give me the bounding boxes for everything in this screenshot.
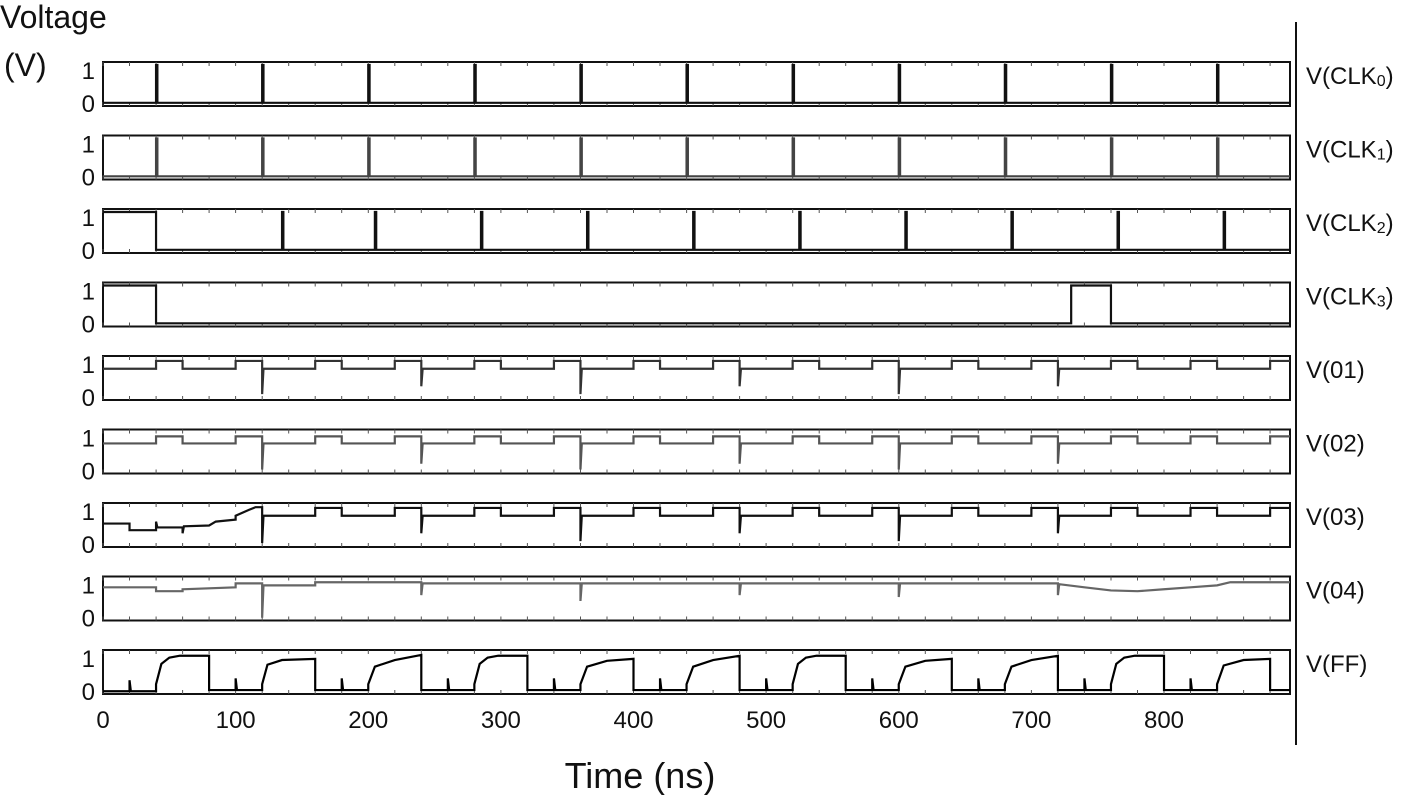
x-axis: 0 100 200 300 400 500 600 700 800 [96, 707, 1184, 734]
x-tick-label: 800 [1144, 707, 1184, 734]
panel-frame [102, 61, 1291, 107]
y-axis-label: Voltage (V) [0, 0, 107, 83]
panel-frame [102, 575, 1291, 622]
y-tick-label: 1 [82, 58, 95, 85]
x-tick-label: 500 [746, 707, 786, 734]
y-tick-label: 1 [82, 205, 95, 232]
x-axis-label: Time (ns) [565, 755, 716, 795]
x-tick-label: 700 [1011, 707, 1051, 734]
x-tick-label: 600 [879, 707, 919, 734]
x-tick-label: 400 [613, 707, 653, 734]
x-tick-label: 300 [481, 707, 521, 734]
signal-panel: 0 1 V(03) [82, 499, 1365, 559]
series-label: V(CLK2) [1306, 210, 1394, 237]
y-tick-label: 1 [82, 352, 95, 379]
y-tick-label: 0 [82, 532, 95, 559]
panel-minor-ticks [102, 429, 1271, 474]
panel-minor-ticks [102, 356, 1271, 400]
y-tick-label: 1 [82, 646, 95, 673]
panel-frame [102, 208, 1291, 254]
panel-frame [102, 281, 1291, 328]
y-tick-label: 0 [82, 606, 95, 633]
y-tick-label: 1 [82, 426, 95, 453]
series-line [103, 653, 1290, 693]
y-tick-label: 0 [82, 312, 95, 339]
series-label: V(CLK3) [1306, 284, 1394, 311]
series-line [103, 359, 1290, 395]
y-tick-label: 0 [82, 238, 95, 265]
signal-panel: 0 1 V(04) [82, 573, 1365, 633]
y-tick-label: 1 [82, 499, 95, 526]
signal-panel: 0 1 V(CLK2) [82, 205, 1394, 265]
y-tick-label: 0 [82, 165, 95, 192]
series-label: V(02) [1306, 431, 1365, 458]
signal-panel: 0 1 V(01) [82, 352, 1365, 412]
series-label: V(CLK0) [1306, 63, 1394, 90]
signal-panel: 0 1 V(02) [82, 426, 1365, 486]
signal-panels: 0 1 V(CLK0) 0 1 V(CLK1) 0 1 V(CLK2) 0 1 V(CLK3) 0 1 V(… [82, 58, 1394, 706]
y-axis-label-line-2: (V) [4, 47, 47, 83]
panel-frame [102, 428, 1291, 475]
series-line [103, 435, 1290, 470]
signal-panel: 0 1 V(FF) [82, 646, 1368, 706]
panel-minor-ticks [102, 135, 1271, 180]
y-tick-label: 1 [82, 132, 95, 159]
y-tick-label: 1 [82, 573, 95, 600]
panel-frame [102, 502, 1291, 548]
y-tick-label: 0 [82, 385, 95, 412]
panel-minor-ticks [102, 282, 1271, 327]
series-line [103, 63, 1290, 104]
y-tick-label: 1 [82, 279, 95, 306]
panel-frame [102, 649, 1291, 695]
panel-frame [102, 134, 1291, 181]
series-label: V(CLK1) [1306, 137, 1394, 164]
panel-minor-ticks [102, 576, 1271, 621]
series-line [103, 210, 1290, 251]
y-tick-label: 0 [82, 679, 95, 706]
signal-panel: 0 1 V(CLK0) [82, 58, 1394, 118]
panel-frame [102, 355, 1291, 401]
panel-minor-ticks [102, 209, 1271, 253]
y-tick-label: 0 [82, 91, 95, 118]
series-label: V(04) [1306, 578, 1365, 605]
x-tick-label: 0 [96, 707, 109, 734]
x-tick-label: 200 [348, 707, 388, 734]
signal-panel: 0 1 V(CLK3) [82, 279, 1394, 339]
series-line [103, 506, 1290, 544]
series-label: V(FF) [1306, 651, 1367, 678]
signal-panel: 0 1 V(CLK1) [82, 132, 1394, 192]
y-tick-label: 0 [82, 459, 95, 486]
x-tick-label: 100 [216, 707, 256, 734]
series-label: V(01) [1306, 357, 1365, 384]
series-line [103, 137, 1290, 178]
panel-minor-ticks [102, 503, 1271, 547]
y-axis-label-line-1: Voltage [0, 0, 107, 35]
series-label: V(03) [1306, 504, 1365, 531]
series-line [103, 284, 1290, 325]
panel-minor-ticks [102, 62, 1271, 106]
series-line [103, 581, 1290, 618]
